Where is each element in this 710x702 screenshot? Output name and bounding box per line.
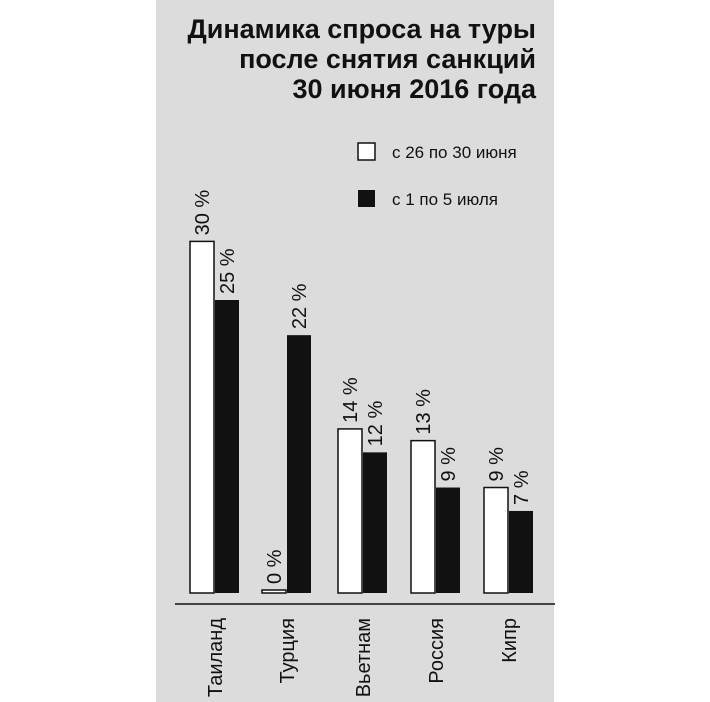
- bars-layer: [189, 240, 533, 594]
- category-labels-layer: Таиланд Турция Вьетнам Россия Кипр: [205, 618, 521, 698]
- value-label-1-5: 9 %: [486, 447, 508, 482]
- chart-title-line-1: Динамика спроса на туры: [187, 14, 536, 44]
- bar-2-1: [215, 300, 239, 593]
- chart-title: Динамика спроса на туры после снятия сан…: [187, 14, 536, 104]
- legend-label-series-2: с 1 по 5 июля: [392, 190, 498, 209]
- chart-title-line-3: 30 июня 2016 года: [292, 74, 536, 104]
- legend-swatch-series-1: [357, 142, 376, 161]
- value-label-2-3: 12 %: [365, 401, 387, 447]
- value-label-1-4: 13 %: [413, 389, 435, 435]
- category-label-3: Вьетнам: [353, 618, 375, 697]
- bar-2-5: [509, 510, 533, 593]
- value-label-1-2: 0 %: [264, 549, 286, 584]
- category-label-4: Россия: [426, 618, 448, 684]
- legend-label-series-1: с 26 по 30 июня: [392, 143, 517, 162]
- value-label-2-4: 9 %: [438, 447, 460, 482]
- value-label-2-5: 7 %: [511, 470, 533, 505]
- chart-title-line-2: после снятия санкций: [239, 44, 536, 74]
- category-label-1: Таиланд: [205, 618, 227, 697]
- bar-1-2: [261, 589, 287, 594]
- value-labels-layer: 30 %25 %0 %22 %14 %12 % 13 %9 % 9 %7 %: [192, 190, 533, 584]
- bar-1-5: [483, 486, 509, 594]
- legend: с 26 по 30 июня с 1 по 5 июля: [357, 142, 517, 209]
- bar-2-4: [436, 487, 460, 593]
- category-label-5: Кипр: [499, 618, 521, 663]
- legend-swatch-series-2: [358, 190, 375, 207]
- bar-2-3: [363, 452, 387, 593]
- value-label-1-1: 30 %: [192, 190, 214, 236]
- category-label-2: Турция: [277, 618, 299, 683]
- value-label-2-2: 22 %: [289, 283, 311, 329]
- bar-2-2: [287, 335, 311, 593]
- bar-1-1: [189, 240, 215, 594]
- value-label-2-1: 25 %: [217, 248, 239, 294]
- bar-1-3: [337, 428, 363, 594]
- bar-1-4: [410, 439, 436, 594]
- value-label-1-3: 14 %: [340, 377, 362, 423]
